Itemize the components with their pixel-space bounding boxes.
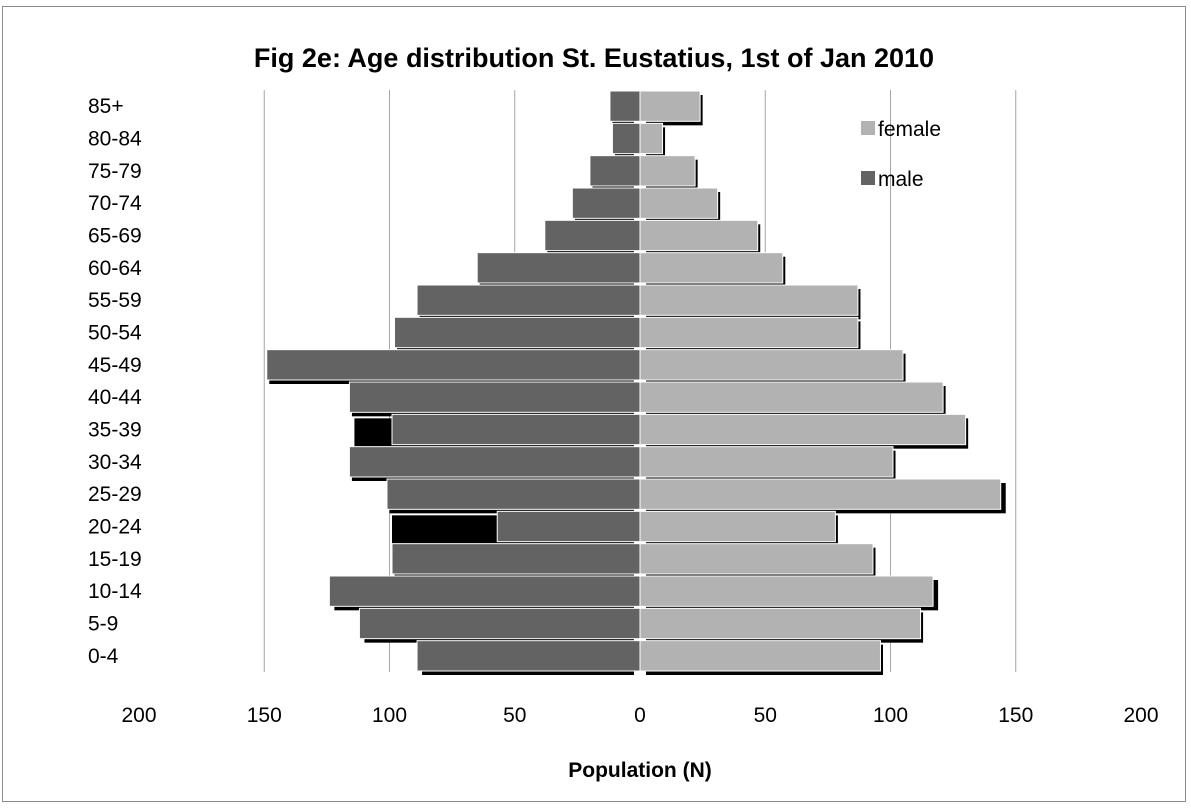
x-tick-label: 100 xyxy=(372,704,407,727)
bar-female xyxy=(639,219,759,252)
x-axis-labels: 200 150 100 50 0 50 100 150 200 xyxy=(121,704,1158,727)
bar-male xyxy=(416,284,641,316)
bar-female xyxy=(639,316,859,349)
y-tick-label: 50-54 xyxy=(88,322,142,345)
x-tick-label: 50 xyxy=(503,704,526,727)
bar-male xyxy=(476,252,641,284)
bar-female xyxy=(639,349,904,381)
bar-male xyxy=(266,349,641,381)
x-tick-label: 100 xyxy=(873,704,908,727)
bar-female xyxy=(639,510,836,543)
y-tick-label: 55-59 xyxy=(88,289,142,312)
y-tick-label: 35-39 xyxy=(88,419,142,442)
chart-title: Fig 2e: Age distribution St. Eustatius, … xyxy=(254,43,934,73)
bar-female xyxy=(639,575,934,607)
x-tick-label: 150 xyxy=(247,704,282,727)
y-tick-label: 45-49 xyxy=(88,354,142,377)
x-tick-label: 200 xyxy=(1123,704,1158,727)
legend-female-label: female xyxy=(878,118,941,141)
bar-female xyxy=(639,607,922,640)
bar-female xyxy=(639,122,664,155)
bar-male xyxy=(391,413,641,446)
bar-female xyxy=(639,284,859,316)
y-tick-label: 75-79 xyxy=(88,160,142,183)
y-tick-label: 20-24 xyxy=(88,516,142,539)
bar-female xyxy=(639,446,894,478)
x-tick-label: 50 xyxy=(754,704,777,727)
x-tick-label: 200 xyxy=(121,704,156,727)
legend-female-swatch xyxy=(861,121,875,135)
bar-female xyxy=(639,252,784,284)
bar-female xyxy=(639,90,701,122)
bar-female xyxy=(639,478,1002,510)
y-tick-label: 0-4 xyxy=(88,645,119,668)
bar-male xyxy=(571,187,641,219)
y-tick-label: 80-84 xyxy=(88,128,142,151)
bar-male xyxy=(386,478,641,510)
bar-male xyxy=(358,607,641,640)
y-tick-label: 10-14 xyxy=(88,580,142,603)
bar-female xyxy=(639,155,696,187)
y-tick-label: 70-74 xyxy=(88,192,142,215)
bar-male xyxy=(348,381,641,413)
legend: female male xyxy=(861,118,941,191)
bar-male xyxy=(394,316,641,349)
bar-male xyxy=(611,122,641,155)
y-axis-labels: 0-4 5-9 10-14 15-19 20-24 25-29 30-34 35-39 40-4… xyxy=(88,95,142,668)
legend-male-label: male xyxy=(878,168,924,191)
bar-male xyxy=(589,155,641,187)
bar-female xyxy=(639,640,881,672)
bar-female xyxy=(639,187,719,219)
bar-male xyxy=(416,640,641,672)
y-tick-label: 30-34 xyxy=(88,451,142,474)
bar-male xyxy=(391,543,641,575)
bar-female xyxy=(639,413,967,446)
bar-male xyxy=(496,510,641,543)
y-tick-label: 5-9 xyxy=(88,613,118,636)
bar-male xyxy=(544,219,641,252)
x-tick-label: 150 xyxy=(998,704,1033,727)
bar-male xyxy=(609,90,641,122)
y-tick-label: 60-64 xyxy=(88,257,142,280)
x-tick-label: 0 xyxy=(634,704,646,727)
y-tick-label: 40-44 xyxy=(88,386,142,409)
bars xyxy=(266,90,1002,672)
bar-male xyxy=(348,446,641,478)
bar-male xyxy=(328,575,641,607)
y-tick-label: 15-19 xyxy=(88,548,142,571)
legend-male-swatch xyxy=(861,171,875,185)
x-axis-title: Population (N) xyxy=(568,759,711,782)
y-tick-label: 85+ xyxy=(88,95,124,118)
y-tick-label: 65-69 xyxy=(88,225,142,248)
y-tick-label: 25-29 xyxy=(88,483,142,506)
bar-female xyxy=(639,381,944,413)
bar-female xyxy=(639,543,874,575)
